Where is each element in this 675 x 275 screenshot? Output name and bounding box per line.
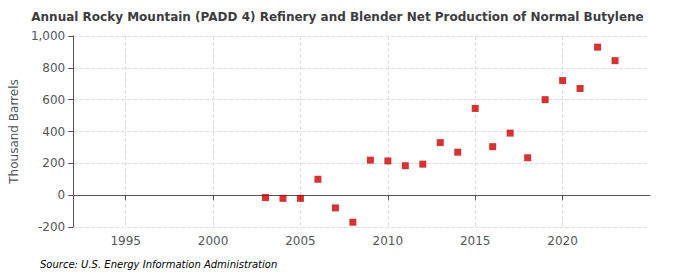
svg-text:600: 600 — [42, 93, 65, 107]
svg-text:2010: 2010 — [373, 234, 404, 248]
svg-text:1,000: 1,000 — [31, 29, 65, 43]
svg-text:Thousand Barrels: Thousand Barrels — [7, 79, 21, 184]
svg-text:200: 200 — [42, 156, 65, 170]
svg-text:-200: -200 — [38, 220, 65, 234]
svg-text:2000: 2000 — [198, 234, 229, 248]
svg-text:2005: 2005 — [285, 234, 316, 248]
svg-text:0: 0 — [58, 188, 66, 202]
svg-text:400: 400 — [42, 125, 65, 139]
svg-text:800: 800 — [42, 61, 65, 75]
svg-text:2015: 2015 — [460, 234, 491, 248]
svg-text:Annual Rocky Mountain (PADD 4): Annual Rocky Mountain (PADD 4) Refinery … — [31, 10, 643, 24]
svg-text:Source: U.S. Energy Informatio: Source: U.S. Energy Information Administ… — [40, 259, 277, 270]
svg-text:1995: 1995 — [110, 234, 141, 248]
svg-text:2020: 2020 — [547, 234, 578, 248]
